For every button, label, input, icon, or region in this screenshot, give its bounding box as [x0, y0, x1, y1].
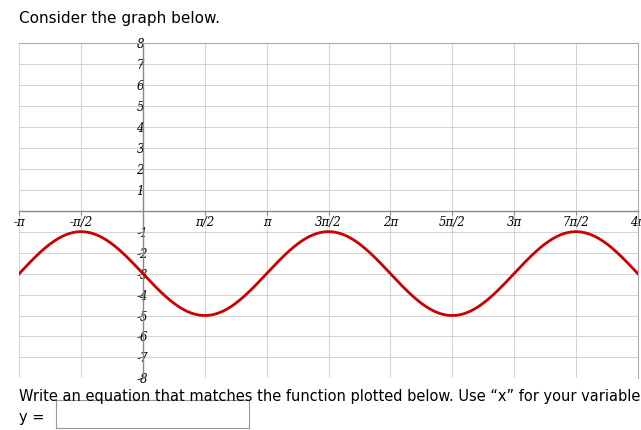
Text: Consider the graph below.: Consider the graph below.: [19, 11, 221, 26]
Text: y =: y =: [19, 411, 45, 425]
Text: Write an equation that matches the function plotted below. Use “x” for your vari: Write an equation that matches the funct…: [19, 389, 641, 404]
